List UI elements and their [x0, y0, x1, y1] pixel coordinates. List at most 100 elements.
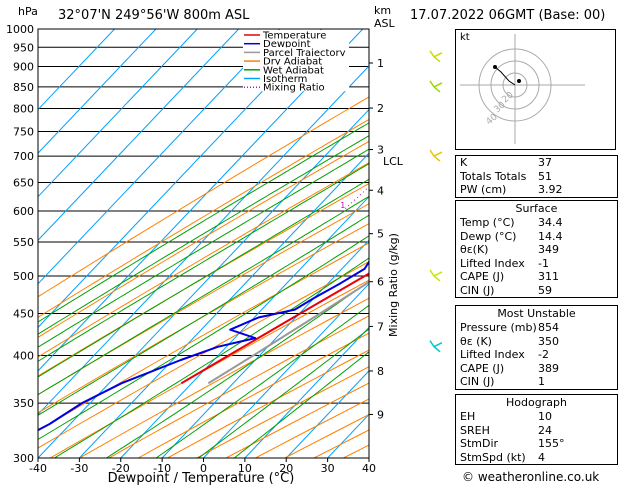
wind-barb-flag	[433, 151, 443, 157]
surface-value: -1	[538, 256, 549, 270]
pressure-tick-label: 450	[13, 308, 34, 321]
hodograph-trace	[494, 66, 516, 86]
dry-adiabat-line	[402, 29, 455, 458]
x-axis-label: Dewpoint / Temperature (°C)	[108, 471, 295, 486]
x-tick-label: 20	[279, 462, 293, 475]
hodograph-table-row: StmSpd (kt) 4	[456, 451, 617, 465]
km-tick-label: 5	[377, 228, 384, 241]
wet-adiabat-line	[38, 135, 369, 335]
legend-label: Dewpoint	[263, 39, 311, 50]
wet-adiabat-line	[106, 280, 369, 458]
legend-label: Parcel Trajectory	[263, 48, 346, 59]
pressure-tick-label: 900	[13, 61, 34, 74]
dry-adiabat-line	[38, 162, 369, 358]
surface-row: Temp (°C) 34.4	[456, 216, 617, 230]
km-tick-label: 8	[377, 365, 384, 378]
pressure-tick-label: 700	[13, 150, 34, 163]
indices-panel: K 37 Totals Totals 51 PW (cm) 3.92	[455, 155, 618, 198]
isotherm-line	[410, 29, 455, 458]
surface-panel: Surface Temp (°C) 34.4 Dewp (°C) 14.4 θε(K) 3…	[455, 200, 618, 298]
index-value: 37	[538, 156, 552, 169]
mixing-ratio-label: 8	[448, 201, 453, 210]
most-unstable-row: Lifted Index -2	[456, 348, 617, 362]
dry-adiabat-line	[38, 96, 369, 298]
wet-adiabat-line	[38, 163, 369, 362]
hodograph-unit: kt	[460, 32, 470, 43]
isotherm-line	[120, 195, 369, 458]
legend-label: Dry Adiabat	[263, 57, 322, 68]
lcl-label: LCL	[383, 155, 404, 168]
asl-label: ASL	[374, 17, 395, 30]
index-label: K	[460, 156, 468, 169]
most-unstable-value: 389	[538, 361, 559, 375]
hodograph-table-title: Hodograph	[506, 396, 567, 409]
index-value: 51	[538, 169, 552, 183]
surface-value: 311	[538, 270, 559, 283]
dry-adiabat-line	[49, 279, 369, 458]
x-tick-label: -40	[29, 462, 47, 475]
location-title: 32°07'N 249°56'W 800m ASL	[58, 8, 250, 23]
hodograph-table-row: StmDir 155°	[456, 437, 617, 451]
mixing-ratio-line	[435, 29, 456, 211]
mixing-ratio-label: 4	[410, 201, 415, 210]
wet-adiabat-line	[198, 328, 369, 458]
hodograph-table-value: 4	[538, 450, 545, 464]
pressure-tick-label: 400	[13, 349, 34, 362]
isotherm-line	[38, 29, 240, 241]
hodograph-point	[517, 79, 521, 83]
isotherm-line	[38, 29, 322, 329]
index-value: 3.92	[538, 183, 563, 196]
surface-row: Dewp (°C) 14.4	[456, 230, 617, 244]
isotherm-line	[161, 239, 369, 458]
surface-row: CIN (J) 59	[456, 284, 617, 298]
pressure-tick-label: 750	[13, 126, 34, 139]
index-row: K 37	[456, 156, 617, 170]
surface-row: Lifted Index -1	[456, 257, 617, 271]
surface-value: 14.4	[538, 229, 563, 243]
datetime-title: 17.07.2022 06GMT (Base: 00)	[410, 8, 606, 23]
most-unstable-value: 350	[538, 334, 559, 348]
hodograph-point	[493, 65, 497, 69]
x-tick-label: -20	[112, 462, 130, 475]
legend-bg	[243, 73, 349, 83]
surface-row: θε(K) 349	[456, 243, 617, 257]
hodograph-table-label: StmDir	[460, 437, 499, 450]
wet-adiabat-line	[38, 235, 369, 440]
dry-adiabat-line	[38, 118, 369, 318]
surface-label: CIN (J)	[460, 283, 495, 297]
x-tick-label: 0	[200, 462, 207, 475]
legend-label: Isotherm	[263, 74, 307, 85]
hodograph-table-row: EH 10	[456, 410, 617, 424]
dry-adiabat-line	[38, 140, 369, 338]
hodograph-table-value: 10	[538, 410, 552, 423]
mixing-ratio-label: 1	[340, 201, 345, 210]
pressure-tick-label: 600	[13, 205, 34, 218]
dry-adiabat-line	[313, 429, 369, 458]
isotherm-line	[203, 283, 369, 458]
dry-adiabat-line	[38, 261, 369, 449]
most-unstable-value: 854	[538, 321, 559, 334]
isotherm-line	[38, 29, 281, 285]
hodograph-table-label: EH	[460, 410, 476, 423]
x-tick-label: -10	[153, 462, 171, 475]
mixing-ratio-axis-label: Mixing Ratio (g/kg)	[387, 233, 400, 337]
pressure-tick-label: 500	[13, 270, 34, 283]
most-unstable-row: CIN (J) 1	[456, 375, 617, 389]
index-label: PW (cm)	[460, 183, 507, 196]
hodograph-table-label: StmSpd (kt)	[460, 450, 526, 464]
surface-label: Temp (°C)	[460, 216, 515, 229]
index-row: PW (cm) 3.92	[456, 183, 617, 197]
legend-bg	[243, 47, 349, 57]
legend-label: Temperature	[262, 31, 326, 42]
pressure-tick-label: 650	[13, 176, 34, 189]
surface-row: CAPE (J) 311	[456, 270, 617, 284]
km-label: km	[374, 4, 392, 17]
hpa-label: hPa	[18, 5, 38, 18]
x-tick-label: 30	[321, 462, 335, 475]
wind-barb-flag	[433, 52, 443, 58]
wind-barb-flag	[433, 342, 443, 348]
dry-adiabat-line	[38, 182, 369, 377]
pressure-tick-label: 1000	[6, 23, 34, 36]
dry-adiabat-line	[196, 366, 369, 458]
